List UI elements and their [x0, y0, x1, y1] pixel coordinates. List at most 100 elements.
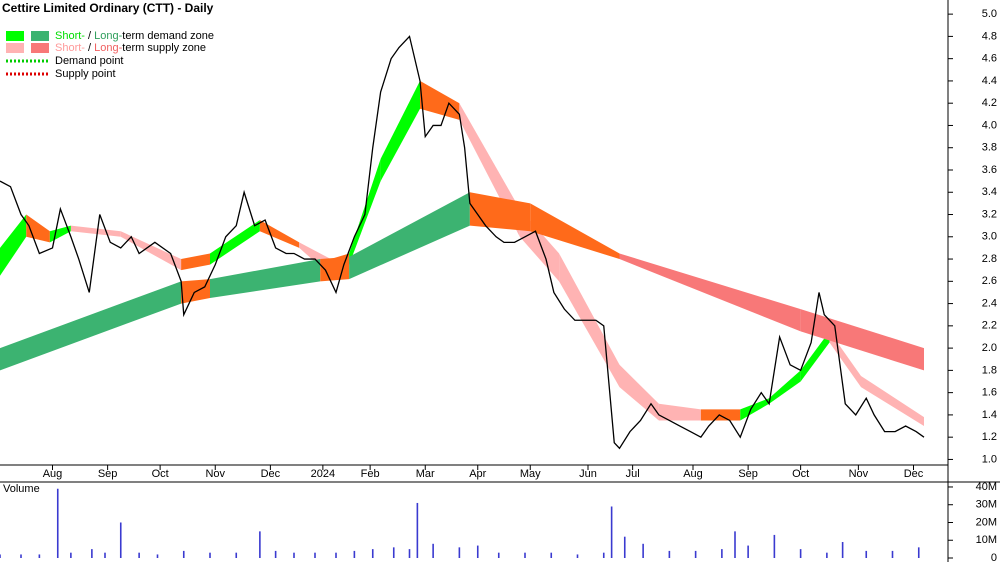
y-tick-label: 3.4	[982, 186, 997, 198]
zone-segment	[120, 231, 182, 271]
volume-bar	[747, 545, 749, 558]
x-tick-label: Nov	[849, 468, 869, 480]
legend-long: Long-	[94, 42, 122, 54]
volume-bar	[416, 502, 419, 558]
legend-label: Short- / Long-term supply zone	[55, 42, 206, 54]
volume-bar	[70, 552, 72, 558]
legend-sep: /	[85, 30, 94, 42]
y-tick-label: 2.4	[982, 297, 997, 309]
x-tick-label: Mar	[416, 468, 435, 480]
volume-bar	[476, 545, 479, 558]
y-tick-label: 0	[991, 552, 997, 562]
volume-bar	[371, 549, 374, 558]
volume-bar	[524, 552, 526, 558]
x-tick-label: Nov	[205, 468, 225, 480]
y-tick-label: 30M	[976, 499, 997, 511]
volume-bar	[642, 543, 644, 558]
legend-rest: term demand zone	[122, 30, 214, 42]
volume-bar	[721, 549, 723, 558]
legend-swatch	[6, 43, 24, 53]
volume-bar	[917, 547, 920, 558]
volume-bar	[432, 543, 434, 558]
y-tick-label: 1.2	[982, 431, 997, 443]
chart-title: Cettire Limited Ordinary (CTT) - Daily	[2, 1, 214, 15]
volume-bar	[353, 550, 356, 558]
volume-bar	[182, 550, 185, 558]
zone-segment	[469, 192, 531, 232]
volume-bar	[668, 550, 671, 558]
volume-bar	[408, 549, 411, 558]
zone-segment	[210, 220, 260, 265]
y-tick-label: 4.8	[982, 30, 997, 42]
volume-bar	[610, 506, 613, 558]
legend-label: Demand point	[55, 55, 124, 67]
x-tick-label: May	[520, 468, 541, 480]
y-tick-label: 1.6	[982, 387, 997, 399]
volume-bar	[773, 534, 776, 558]
y-tick-label: 2.6	[982, 275, 997, 287]
legend-short: Short-	[55, 42, 85, 54]
volume-bar	[274, 550, 277, 558]
legend-label: Short- / Long-term demand zone	[55, 30, 214, 42]
y-tick-label: 1.4	[982, 409, 997, 421]
volume-bar	[392, 547, 395, 558]
volume-bar	[314, 552, 316, 558]
x-tick-label: Dec	[904, 468, 924, 480]
y-tick-label: 3.2	[982, 208, 997, 220]
volume-bar	[0, 554, 1, 558]
volume-bar	[550, 552, 553, 558]
zone-segment	[259, 220, 300, 248]
volume-bar	[865, 550, 868, 558]
zone-segment	[0, 214, 27, 276]
y-tick-label: 20M	[976, 516, 997, 528]
zone-segment	[0, 281, 182, 371]
legend: Short- / Long-term demand zone Short- / …	[6, 30, 214, 80]
volume-bar	[293, 552, 295, 558]
volume-bar	[826, 552, 828, 558]
volume-bar	[209, 552, 211, 558]
x-tick-label: Oct	[152, 468, 169, 480]
zone-segment	[380, 80, 420, 182]
volume-bar	[335, 552, 337, 558]
volume-bar	[841, 542, 844, 558]
volume-bar	[156, 554, 159, 558]
volume-bar	[576, 554, 579, 558]
y-tick-label: 3.0	[982, 231, 997, 243]
volume-bar	[119, 522, 122, 558]
y-tick-label: 40M	[976, 481, 997, 493]
volume-bar	[56, 488, 59, 558]
x-tick-label: Feb	[361, 468, 380, 480]
legend-short: Short-	[55, 30, 85, 42]
legend-long: Long-	[94, 30, 122, 42]
y-tick-label: 2.2	[982, 320, 997, 332]
y-tick-label: 4.4	[982, 75, 997, 87]
zone-segment	[800, 331, 830, 382]
volume-title: Volume	[3, 483, 40, 495]
y-tick-label: 5.0	[982, 8, 997, 20]
volume-bar	[91, 549, 93, 558]
y-tick-label: 1.8	[982, 364, 997, 376]
volume-bar	[694, 550, 697, 558]
legend-rest: term supply zone	[122, 42, 206, 54]
y-tick-label: 4.2	[982, 97, 997, 109]
volume-bar	[602, 552, 605, 558]
y-tick-label: 1.0	[982, 453, 997, 465]
price-line	[0, 35, 925, 450]
plot	[0, 35, 925, 558]
zone-segment	[210, 259, 321, 299]
y-tick-label: 2.0	[982, 342, 997, 354]
y-tick-label: 3.6	[982, 164, 997, 176]
x-tick-label: Sep	[738, 468, 758, 480]
volume-bar	[38, 554, 41, 558]
zone-segment	[800, 309, 924, 371]
volume-bar	[891, 550, 894, 558]
y-tick-label: 10M	[976, 534, 997, 546]
zone-segment	[530, 203, 620, 260]
y-tick-label: 4.0	[982, 119, 997, 131]
volume-bar	[104, 552, 106, 558]
zone-segment	[349, 192, 470, 280]
zone-segment	[658, 403, 701, 421]
zone-segment	[70, 225, 121, 237]
volume-bar	[458, 547, 461, 558]
